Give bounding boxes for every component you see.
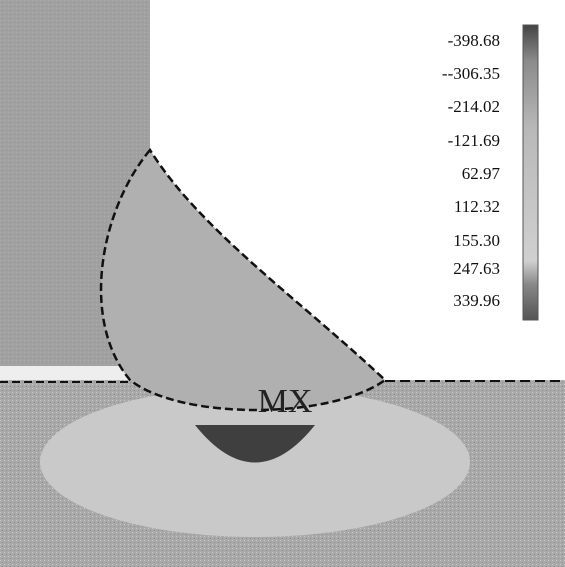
annotation: MX bbox=[258, 383, 313, 420]
legend-label: -121.69 bbox=[448, 131, 500, 150]
legend-label: -398.68 bbox=[448, 31, 500, 50]
legend-color-bar bbox=[523, 25, 538, 320]
contour-plot: MX -398.68 --306.35 -214.02 -121.69 62.97 112… bbox=[0, 0, 565, 567]
legend-label: 155.30 bbox=[453, 231, 500, 250]
gap bbox=[0, 366, 130, 380]
legend-label: --306.35 bbox=[442, 64, 500, 83]
legend-label: -214.02 bbox=[448, 97, 500, 116]
page: MX -398.68 --306.35 -214.02 -121.69 62.97 112… bbox=[0, 0, 565, 567]
legend-label: 62.97 bbox=[462, 164, 501, 183]
legend-label: 247.63 bbox=[453, 259, 500, 278]
legend-label: 339.96 bbox=[453, 291, 500, 310]
legend-label: 112.32 bbox=[454, 197, 500, 216]
